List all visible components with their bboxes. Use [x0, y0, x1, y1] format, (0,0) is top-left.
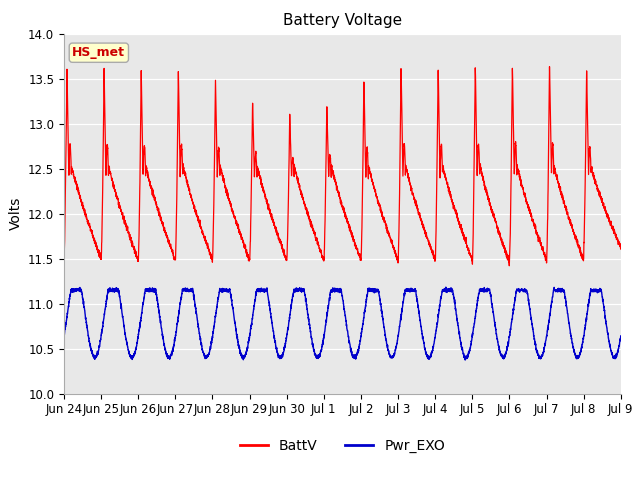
- BattV: [499, 239, 506, 245]
- Y-axis label: Volts: Volts: [8, 197, 22, 230]
- BattV: [436, 161, 444, 167]
- BattV: [322, 189, 330, 194]
- Pwr_EXO: [468, 339, 476, 345]
- Pwr_EXO: [442, 284, 450, 290]
- BattV: [60, 253, 68, 259]
- Pwr_EXO: [60, 333, 68, 338]
- Pwr_EXO: [436, 299, 444, 304]
- Pwr_EXO: [322, 322, 330, 328]
- Pwr_EXO: [616, 338, 624, 344]
- Legend: BattV, Pwr_EXO: BattV, Pwr_EXO: [234, 433, 451, 459]
- BattV: [467, 253, 475, 259]
- Pwr_EXO: [461, 357, 469, 363]
- BattV: [617, 245, 625, 251]
- BattV: [616, 244, 624, 250]
- Text: HS_met: HS_met: [72, 46, 125, 59]
- BattV: [546, 64, 554, 70]
- BattV: [160, 225, 168, 231]
- Line: BattV: BattV: [64, 67, 621, 266]
- Title: Battery Voltage: Battery Voltage: [283, 13, 402, 28]
- Pwr_EXO: [617, 333, 625, 339]
- BattV: [506, 263, 513, 269]
- Pwr_EXO: [160, 342, 168, 348]
- Line: Pwr_EXO: Pwr_EXO: [64, 287, 621, 360]
- Pwr_EXO: [499, 355, 507, 360]
